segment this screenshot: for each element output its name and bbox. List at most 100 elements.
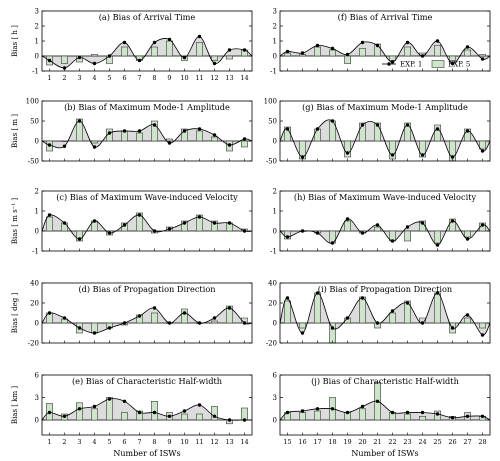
y-tick-label: 2 xyxy=(273,187,277,195)
exp5-bar xyxy=(211,55,218,61)
exp1-point xyxy=(152,40,157,45)
exp5-bar xyxy=(211,220,218,232)
panel-title: (b) Bias of Maximum Mode-1 Amplitude xyxy=(64,102,230,112)
x-tick-label: 2 xyxy=(62,438,66,446)
exp5-bar xyxy=(389,55,396,61)
exp1-point xyxy=(435,291,440,295)
exp5-bar xyxy=(479,222,486,232)
x-tick-label: 28 xyxy=(478,438,486,446)
exp5-bar xyxy=(181,128,188,142)
exp1-point xyxy=(465,237,470,241)
exp1-point xyxy=(330,407,335,411)
exp1-point xyxy=(182,409,187,413)
exp1-point xyxy=(122,223,127,227)
exp5-bar xyxy=(91,140,98,144)
exp5-bar xyxy=(91,408,98,421)
exp5-bar xyxy=(464,49,471,57)
exp5-bar xyxy=(61,55,69,64)
exp1-point xyxy=(330,326,335,330)
y-tick-label: 40 xyxy=(268,279,277,287)
exp1-point xyxy=(405,410,410,415)
exp1-point xyxy=(465,129,470,133)
exp1-point xyxy=(435,243,440,247)
exp1-point xyxy=(420,321,425,325)
x-tick-label: 1 xyxy=(47,74,51,82)
exp5-bar xyxy=(404,46,411,57)
exp1-point xyxy=(315,127,320,131)
y-tick-label: 0 xyxy=(273,416,277,424)
x-tick-label: 11 xyxy=(195,438,203,446)
exp1-point xyxy=(375,321,380,325)
exp1-point xyxy=(167,414,172,418)
panel-frame xyxy=(41,282,253,344)
exp1-line xyxy=(279,292,491,336)
x-tick-label: 18 xyxy=(328,438,336,446)
x-tick-label: 13 xyxy=(225,74,233,82)
x-tick-label: 23 xyxy=(403,438,411,446)
exp1-point xyxy=(137,410,142,415)
exp1-point xyxy=(465,414,470,418)
exp5-bar xyxy=(404,230,411,242)
panel-title: (j) Bias of Characteristic Half-width xyxy=(311,376,459,386)
exp1-point xyxy=(450,61,455,66)
exp1-point xyxy=(480,414,485,418)
exp1-point xyxy=(390,153,395,157)
exp1-point xyxy=(62,221,67,225)
exp5-bar xyxy=(121,412,128,421)
exp1-point xyxy=(152,229,157,233)
x-tick-label: 4 xyxy=(92,438,96,446)
exp1-point xyxy=(285,296,290,300)
exp1-point xyxy=(47,58,52,63)
y-axis-label: Bias [ deg ] xyxy=(11,293,19,334)
exp1-point xyxy=(212,133,217,137)
x-tick-label: 17 xyxy=(313,438,321,446)
exp1-point xyxy=(137,314,142,318)
exp5-bar xyxy=(196,214,203,232)
exp5-bar xyxy=(196,130,203,142)
exp1-point xyxy=(360,123,365,127)
exp5-bar xyxy=(434,292,441,324)
exp1-point xyxy=(450,416,455,420)
exp1-point xyxy=(122,40,127,45)
x-tick-label: 3 xyxy=(77,438,81,446)
exp1-point xyxy=(435,127,440,131)
exp1-point xyxy=(315,291,320,295)
exp5-bar xyxy=(196,42,203,57)
exp1-point xyxy=(285,49,290,54)
x-tick-label: 5 xyxy=(107,438,111,446)
exp5-bar xyxy=(181,413,188,421)
exp1-point xyxy=(212,61,217,66)
y-tick-label: 6 xyxy=(273,371,278,379)
exp1-point xyxy=(137,58,142,63)
exp1-point xyxy=(47,410,52,415)
x-tick-label: 15 xyxy=(283,438,291,446)
exp1-point xyxy=(345,316,350,320)
exp1-point xyxy=(390,309,395,313)
exp1-point xyxy=(107,54,112,58)
exp1-point xyxy=(212,414,217,418)
exp1-point xyxy=(62,316,67,320)
exp1-line xyxy=(279,119,491,158)
exp1-point xyxy=(167,321,172,325)
exp5-bar xyxy=(434,230,441,244)
y-axis-label: Bias [ km ] xyxy=(11,386,19,424)
exp1-point xyxy=(182,221,187,225)
exp1-point xyxy=(122,129,127,133)
exp5-bar xyxy=(419,140,426,158)
exp1-point xyxy=(360,40,365,45)
exp1-line xyxy=(41,36,253,69)
y-tick-label: -1 xyxy=(32,67,39,75)
y-axis-label: Bias [ h ] xyxy=(11,25,19,57)
exp1-point xyxy=(480,149,485,153)
exp1-point xyxy=(330,46,335,51)
y-tick-label: 0 xyxy=(35,52,39,60)
exp1-point xyxy=(450,155,455,159)
x-tick-label: 1 xyxy=(47,438,51,446)
panel-3: -50 0 50 100 (b) Bias of Maximum Mode-1 Ampl… xyxy=(11,97,253,165)
panel-frame xyxy=(41,190,253,252)
exp5-bar xyxy=(106,397,113,421)
y-tick-label: 3 xyxy=(35,394,39,402)
y-axis-label: Bias [ m s⁻¹ ] xyxy=(11,198,19,245)
exp1-point xyxy=(345,410,350,415)
exp1-point xyxy=(92,404,97,409)
